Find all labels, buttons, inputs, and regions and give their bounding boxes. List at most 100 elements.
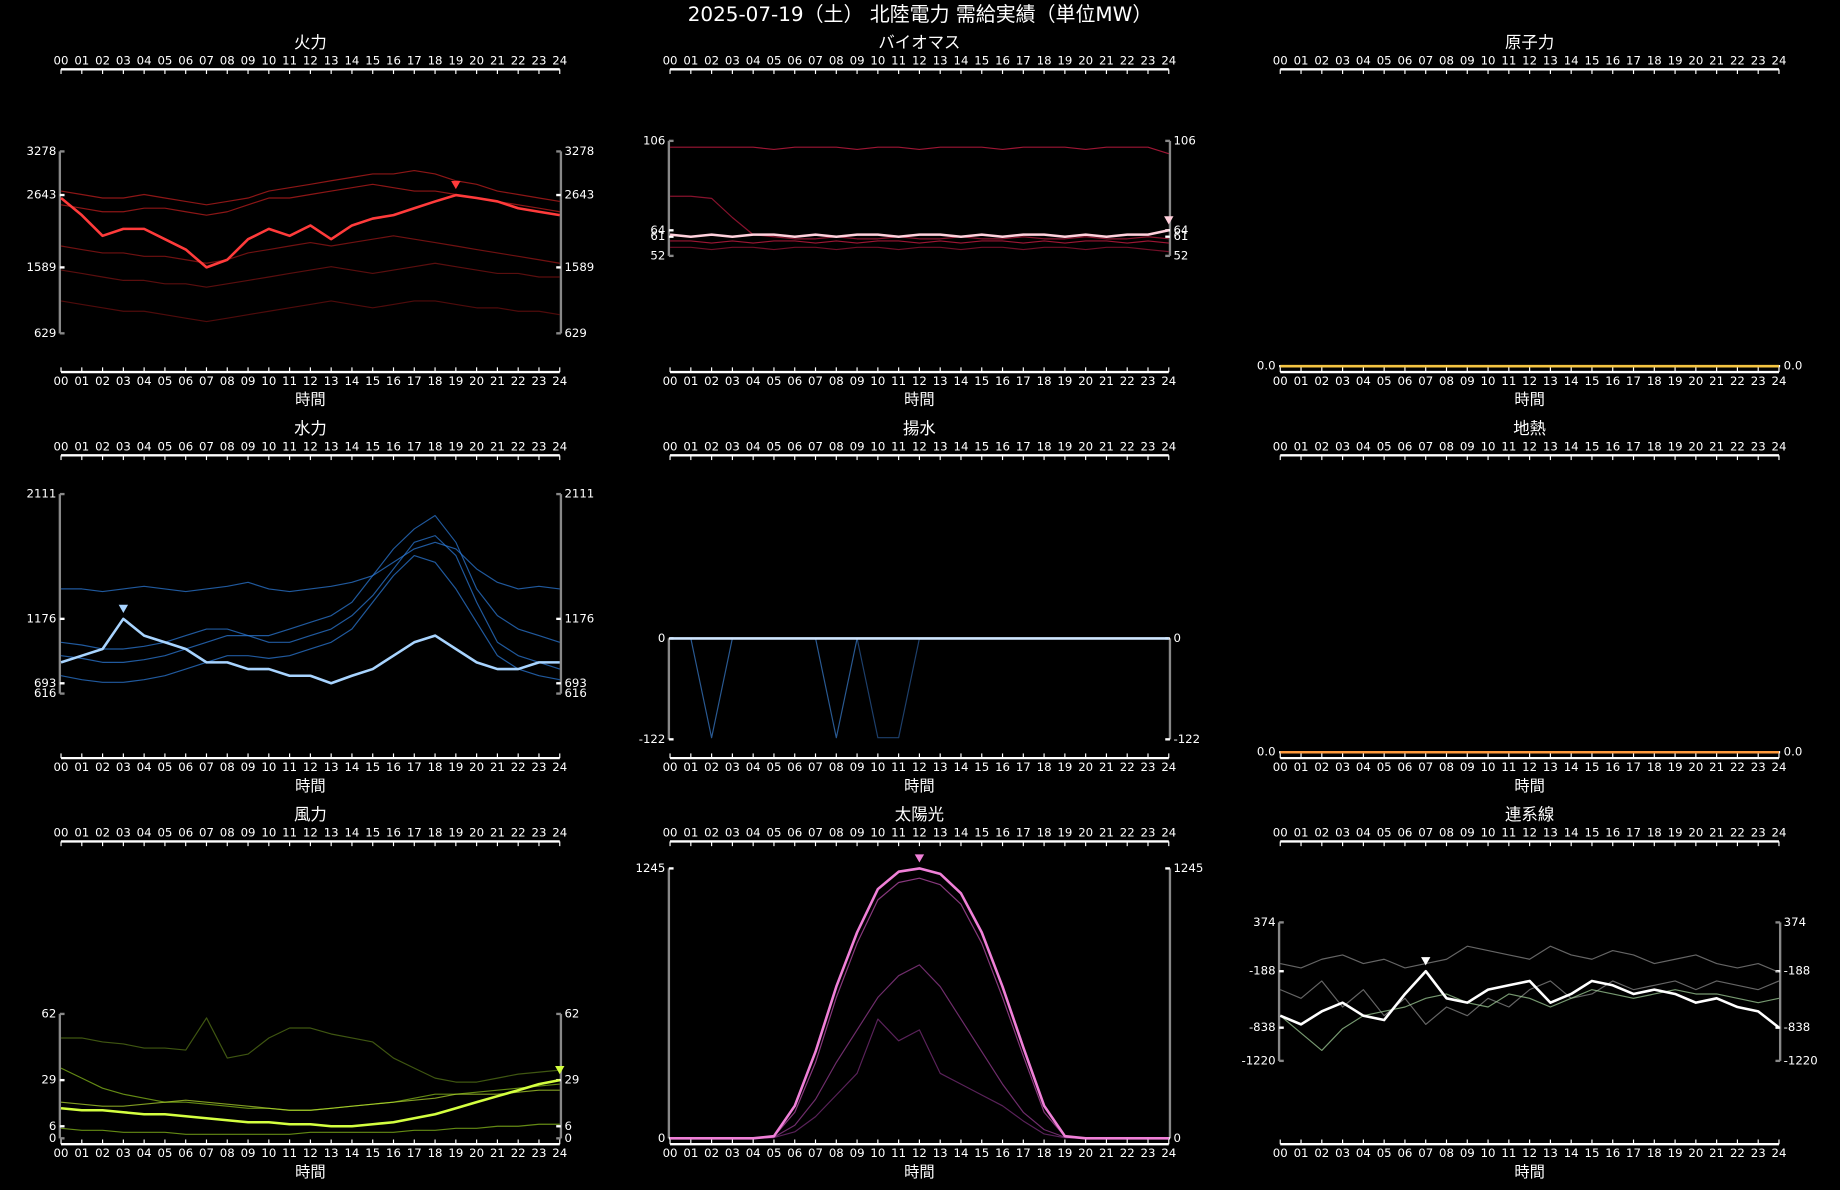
series-line (60, 262, 560, 288)
x-tick-label: 01 (683, 374, 698, 388)
x-axis-label: 時間 (1514, 391, 1545, 409)
x-tick-label: 16 (386, 1146, 401, 1160)
max-marker (914, 854, 925, 863)
x-tick-label: 17 (407, 440, 422, 454)
x-tick-label: 18 (428, 1146, 443, 1160)
x-tick-label: 07 (199, 760, 214, 774)
x-tick-label: 15 (1584, 760, 1599, 774)
x-tick-label: 11 (1501, 374, 1516, 388)
x-tick-label: 05 (157, 374, 172, 388)
x-tick-label: 07 (1418, 440, 1433, 454)
x-tick-label: 02 (704, 826, 719, 840)
y-tick-label: 616 (564, 686, 586, 700)
x-axis-label: 時間 (295, 777, 326, 795)
x-tick-label: 12 (1522, 440, 1537, 454)
x-tick-label: 10 (870, 1146, 885, 1160)
x-tick-label: 04 (746, 826, 761, 840)
x-tick-label: 24 (1772, 374, 1787, 388)
x-tick-label: 20 (1078, 1146, 1093, 1160)
x-tick-label: 21 (490, 54, 505, 68)
x-tick-label: 22 (511, 374, 526, 388)
x-tick-label: 02 (1314, 374, 1329, 388)
x-tick-label: 24 (552, 374, 567, 388)
y-tick-label: 1176 (26, 611, 56, 625)
x-tick-label: 08 (829, 374, 844, 388)
x-tick-label: 23 (1751, 760, 1766, 774)
x-tick-label: 03 (725, 54, 740, 68)
x-tick-label: 24 (1161, 760, 1176, 774)
x-tick-label: 13 (324, 760, 339, 774)
x-tick-label: 00 (1273, 1146, 1288, 1160)
x-tick-label: 21 (1099, 374, 1114, 388)
x-tick-label: 15 (1584, 1146, 1599, 1160)
x-tick-label: 17 (407, 1146, 422, 1160)
x-tick-label: 09 (1460, 54, 1475, 68)
x-axis-label: 時間 (904, 777, 934, 795)
x-tick-label: 22 (1120, 826, 1135, 840)
x-tick-label: 23 (1141, 374, 1156, 388)
x-tick-label: 01 (1294, 826, 1309, 840)
x-tick-label: 23 (1141, 1146, 1156, 1160)
x-tick-label: 24 (1161, 374, 1176, 388)
x-tick-label: 06 (787, 374, 802, 388)
x-tick-label: 22 (1730, 440, 1745, 454)
x-tick-label: 17 (407, 760, 422, 774)
x-tick-label: 06 (787, 54, 802, 68)
y-tick-label: 0 (658, 1131, 665, 1145)
y-tick-label: 0.0 (1784, 359, 1803, 373)
x-tick-label: 10 (1481, 1146, 1496, 1160)
x-tick-label: 17 (407, 826, 422, 840)
x-tick-label: 10 (261, 440, 276, 454)
x-tick-label: 21 (490, 826, 505, 840)
x-tick-label: 00 (54, 374, 69, 388)
x-tick-label: 14 (954, 374, 969, 388)
x-tick-label: 18 (428, 760, 443, 774)
x-tick-label: 13 (324, 440, 339, 454)
x-tick-label: 03 (1335, 54, 1350, 68)
x-tick-label: 20 (1078, 54, 1093, 68)
x-tick-label: 10 (261, 54, 276, 68)
x-tick-label: 05 (1377, 760, 1392, 774)
x-tick-label: 09 (1460, 1146, 1475, 1160)
x-tick-label: 19 (1668, 760, 1683, 774)
x-tick-label: 20 (1688, 760, 1703, 774)
panel-title: 揚水 (903, 419, 936, 438)
x-tick-label: 06 (787, 826, 802, 840)
y-tick-label: 0 (49, 1131, 56, 1145)
x-tick-label: 07 (1418, 1146, 1433, 1160)
x-tick-label: 09 (1460, 760, 1475, 774)
x-tick-label: 18 (428, 826, 443, 840)
x-tick-label: 14 (344, 374, 359, 388)
x-tick-label: 12 (912, 1146, 927, 1160)
y-tick-label: 1176 (564, 611, 594, 625)
series-line (61, 1017, 560, 1083)
x-tick-label: 15 (365, 374, 380, 388)
x-tick-label: 02 (704, 1146, 719, 1160)
page-title: 2025-07-19（土） 北陸電力 需給実績（単位MW） (688, 2, 1153, 26)
x-tick-label: 14 (1564, 826, 1579, 840)
x-tick-label: 09 (241, 826, 256, 840)
x-tick-label: 08 (829, 1146, 844, 1160)
x-tick-label: 02 (95, 826, 110, 840)
x-tick-label: 24 (1772, 440, 1787, 454)
x-tick-label: 15 (1584, 54, 1599, 68)
x-tick-label: 12 (912, 374, 927, 388)
x-tick-label: 19 (1057, 54, 1072, 68)
x-tick-label: 24 (1772, 760, 1787, 774)
x-tick-label: 17 (1626, 826, 1641, 840)
x-tick-label: 13 (1543, 374, 1558, 388)
x-tick-label: 00 (54, 760, 69, 774)
x-tick-label: 15 (365, 826, 380, 840)
x-tick-label: 12 (303, 1146, 318, 1160)
y-tick-label: 374 (1784, 915, 1806, 929)
x-tick-label: 00 (1273, 826, 1288, 840)
x-tick-label: 03 (116, 54, 131, 68)
x-tick-label: 19 (1668, 440, 1683, 454)
panel-title: 連系線 (1505, 805, 1554, 824)
y-tick-label: 374 (1253, 915, 1275, 929)
x-tick-label: 21 (1709, 826, 1724, 840)
x-tick-label: 15 (365, 760, 380, 774)
x-tick-label: 03 (116, 440, 131, 454)
